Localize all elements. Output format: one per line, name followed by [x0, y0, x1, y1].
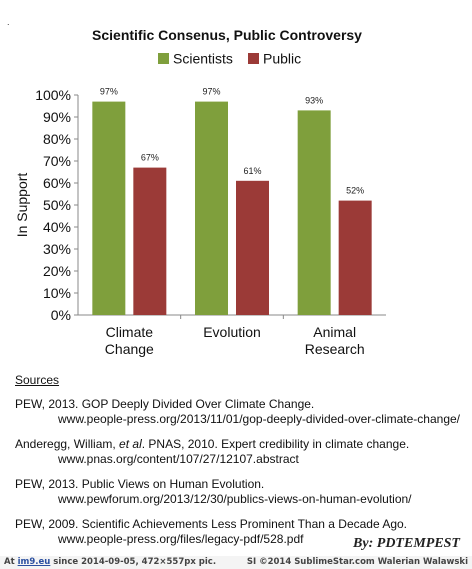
source-entry: Anderegg, William, et al. PNAS, 2010. Ex… [15, 437, 465, 467]
data-label: 97% [100, 87, 118, 97]
y-tick-label: 90% [43, 109, 71, 125]
source-url: www.pewforum.org/2013/12/30/publics-view… [58, 492, 412, 506]
y-tick-label: 0% [51, 307, 71, 323]
y-tick-label: 50% [43, 197, 71, 213]
source-url: www.pnas.org/content/107/27/12107.abstra… [58, 452, 299, 466]
source-etal: et al [119, 437, 142, 451]
x-tick-label: Climate [106, 324, 154, 340]
data-label: 61% [243, 166, 261, 176]
bar-public [236, 180, 269, 315]
footer-right: SI ©2014 SublimeStar.com Walerian Walaws… [246, 557, 468, 567]
footer-left: At im9.eu since 2014-09-05, 472×557px pi… [4, 557, 216, 567]
chart-title: Scientific Consenus, Public Controversy [92, 27, 362, 43]
y-tick-label: 60% [43, 175, 71, 191]
footer-prefix: At [4, 557, 18, 567]
source-entry: PEW, 2009. Scientific Achievements Less … [15, 517, 465, 547]
legend-swatch [248, 53, 259, 64]
corner-mark: . [7, 17, 10, 27]
y-tick-label: 40% [43, 219, 71, 235]
source-url: www.people-press.org/2013/11/01/gop-deep… [58, 412, 461, 426]
bar-public [133, 167, 167, 315]
y-tick-label: 100% [35, 87, 71, 103]
data-label: 52% [346, 186, 364, 196]
bar-scientists [297, 110, 331, 316]
data-label: 67% [141, 153, 159, 163]
y-tick-label: 70% [43, 153, 71, 169]
source-entry: PEW, 2013. Public Views on Human Evoluti… [15, 477, 465, 507]
host-footer: At im9.eu since 2014-09-05, 472×557px pi… [0, 556, 472, 569]
legend-label: Public [263, 51, 301, 67]
x-tick-label: Evolution [203, 324, 261, 340]
data-label: 97% [202, 87, 220, 97]
author-signature: By: PDTEMPEST [353, 536, 460, 551]
bar-scientists [92, 101, 126, 315]
source-author: Anderegg, William, [15, 437, 120, 451]
footer-site-link[interactable]: im9.eu [17, 557, 51, 567]
source-url: www.people-press.org/files/legacy-pdf/52… [58, 532, 304, 546]
source-citation: PEW, 2013. GOP Deeply Divided Over Clima… [15, 397, 315, 411]
y-tick-label: 20% [43, 263, 71, 279]
x-tick-label: Research [305, 341, 365, 357]
legend-swatch [158, 53, 169, 64]
x-tick-label: Change [105, 341, 154, 357]
y-tick-label: 30% [43, 241, 71, 257]
bar-chart: Scientific Consenus, Public Controversy S… [14, 27, 386, 357]
sources-heading: Sources [15, 373, 60, 387]
source-citation: PEW, 2013. Public Views on Human Evoluti… [15, 477, 265, 491]
footer-suffix: since 2014-09-05, 472×557px pic. [50, 557, 217, 567]
y-tick-label: 80% [43, 131, 71, 147]
source-entry: PEW, 2013. GOP Deeply Divided Over Clima… [15, 397, 465, 427]
legend-label: Scientists [173, 51, 233, 67]
bar-scientists [195, 101, 228, 315]
data-label: 93% [305, 95, 323, 105]
y-tick-label: 10% [43, 285, 71, 301]
source-title: . PNAS, 2010. Expert credibility in clim… [141, 437, 410, 451]
y-axis-label: In Support [14, 173, 30, 238]
sources-section: Sources PEW, 2013. GOP Deeply Divided Ov… [15, 373, 465, 557]
bar-public [338, 200, 372, 315]
x-tick-label: Animal [313, 324, 356, 340]
source-citation: PEW, 2009. Scientific Achievements Less … [15, 517, 407, 531]
source-citation: Anderegg, William, et al. PNAS, 2010. Ex… [15, 437, 465, 452]
